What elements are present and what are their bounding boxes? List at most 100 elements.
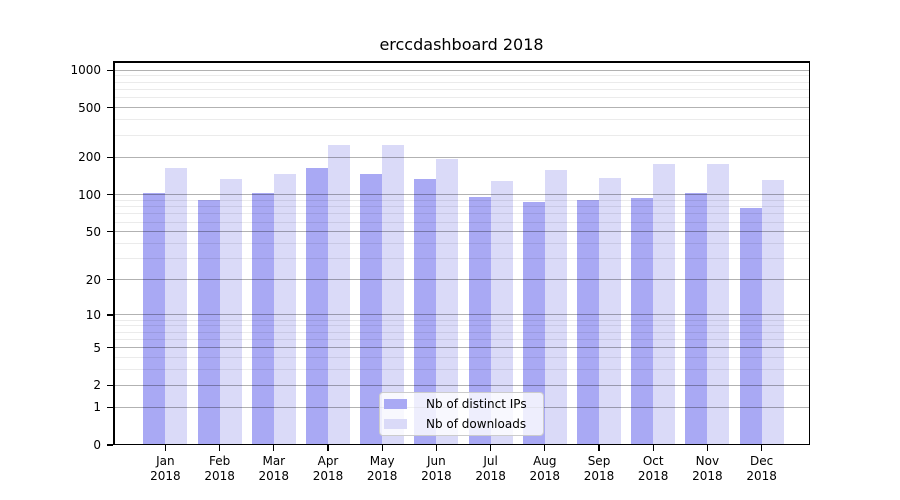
legend-swatch-downloads <box>384 419 407 429</box>
bar-distinct-ips-aug <box>522 202 545 445</box>
gridline-major-200 <box>113 156 810 158</box>
year-label: 2018 <box>637 469 669 483</box>
plot-area: 0 1 2 5 10 20 50 100 200 500 1000 Jan 2018 Feb 2018 Mar… <box>70 61 810 483</box>
gridline-minor-700 <box>113 89 810 91</box>
y-tick-label-1: 1 <box>93 400 101 415</box>
y-tick-label-200: 200 <box>78 150 101 165</box>
gridline-major-10 <box>113 314 810 316</box>
x-tick-label-jun: Jun 2018 <box>406 454 466 484</box>
gridline-minor-7 <box>113 331 810 333</box>
y-tick-2 <box>107 384 113 386</box>
y-tick-50 <box>107 231 113 233</box>
y-tick-label-500: 500 <box>78 100 101 115</box>
x-tick-nov <box>706 445 708 451</box>
x-tick-label-aug: Aug 2018 <box>515 454 575 484</box>
x-tick-mar <box>273 445 275 451</box>
y-tick-label-2: 2 <box>93 378 101 393</box>
year-label: 2018 <box>312 469 344 483</box>
month-label: Oct <box>642 454 664 468</box>
gridline-major-500 <box>113 107 810 109</box>
gridline-minor-9 <box>113 319 810 321</box>
y-tick-1000 <box>107 69 113 71</box>
x-tick-feb <box>219 445 221 451</box>
year-label: 2018 <box>583 469 615 483</box>
legend-entry-distinct-ips: Nb of distinct IPs <box>384 394 543 414</box>
y-axis-spine <box>113 61 115 445</box>
year-label: 2018 <box>150 469 181 483</box>
y-tick-label-0: 0 <box>93 438 101 452</box>
legend-swatch-distinct-ips <box>384 399 407 409</box>
year-label: 2018 <box>692 469 723 483</box>
month-label: Jun <box>427 454 446 468</box>
x-tick-label-jan: Jan 2018 <box>135 454 195 484</box>
month-label: Jul <box>483 454 498 468</box>
bar-distinct-ips-oct <box>631 197 654 445</box>
gridline-major-50 <box>113 231 810 233</box>
y-tick-label-50: 50 <box>85 224 101 239</box>
x-tick-label-may: May 2018 <box>352 454 412 484</box>
x-tick-jul <box>490 445 492 451</box>
x-tick-label-feb: Feb 2018 <box>190 454 250 484</box>
x-tick-may <box>381 445 383 451</box>
bar-downloads-dec <box>761 179 784 445</box>
x-tick-sep <box>598 445 600 451</box>
y-tick-label-1000: 1000 <box>70 63 101 78</box>
legend-entry-downloads: Nb of downloads <box>384 414 543 434</box>
right-spine <box>808 61 810 445</box>
bar-downloads-feb <box>219 178 242 445</box>
x-tick-label-mar: Mar 2018 <box>244 454 304 484</box>
axes-layer: 0 1 2 5 10 20 50 100 200 500 1000 Jan 2018 Feb 2018 Mar… <box>70 61 810 483</box>
x-axis-spine <box>113 443 810 445</box>
gridline-minor-6 <box>113 338 810 340</box>
gridline-minor-4 <box>113 357 810 359</box>
bar-downloads-oct <box>653 163 676 445</box>
bar-downloads-apr <box>328 144 350 445</box>
month-label: Apr <box>317 454 339 468</box>
gridline-major-1000 <box>113 69 810 71</box>
gridline-major-100 <box>113 194 810 196</box>
y-tick-5 <box>107 347 113 349</box>
x-tick-label-nov: Nov 2018 <box>677 454 737 484</box>
bar-distinct-ips-jul <box>468 196 491 445</box>
month-label: Dec <box>749 454 774 468</box>
y-tick-label-5: 5 <box>93 340 101 355</box>
gridline-major-5 <box>113 347 810 349</box>
x-tick-dec <box>761 445 763 451</box>
x-tick-label-sep: Sep 2018 <box>569 454 629 484</box>
year-label: 2018 <box>366 469 398 483</box>
x-tick-jun <box>435 445 437 451</box>
gridline-minor-800 <box>113 81 810 83</box>
y-tick-label-20: 20 <box>85 272 101 287</box>
legend-label-downloads: Nb of downloads <box>426 417 527 431</box>
year-label: 2018 <box>421 469 452 483</box>
month-label: Aug <box>533 454 557 468</box>
bars-layer <box>113 61 810 445</box>
x-tick-jan <box>164 445 166 451</box>
gridline-major-2 <box>113 384 810 386</box>
gridline-minor-80 <box>113 206 810 208</box>
x-tick-label-apr: Apr 2018 <box>298 454 358 484</box>
bar-downloads-aug <box>544 169 567 445</box>
y-tick-label-10: 10 <box>85 307 101 322</box>
top-spine <box>113 61 810 63</box>
gridline-minor-60 <box>113 221 810 223</box>
gridline-minor-400 <box>113 119 810 121</box>
y-tick-10 <box>107 314 113 316</box>
year-label: 2018 <box>475 469 506 483</box>
x-tick-label-jul: Jul 2018 <box>461 454 521 484</box>
y-tick-label-100: 100 <box>78 187 101 202</box>
bar-distinct-ips-may <box>360 174 383 445</box>
month-label: May <box>369 454 395 468</box>
bar-downloads-may <box>382 145 405 445</box>
x-tick-apr <box>327 445 329 451</box>
x-tick-oct <box>652 445 654 451</box>
legend: Nb of distinct IPs Nb of downloads <box>379 392 544 436</box>
month-label: Mar <box>262 454 286 468</box>
x-tick-label-oct: Oct 2018 <box>623 454 683 484</box>
year-label: 2018 <box>204 469 235 483</box>
gridline-minor-8 <box>113 325 810 327</box>
year-label: 2018 <box>529 469 561 483</box>
gridline-minor-30 <box>113 258 810 260</box>
gridline-minor-40 <box>113 243 810 245</box>
